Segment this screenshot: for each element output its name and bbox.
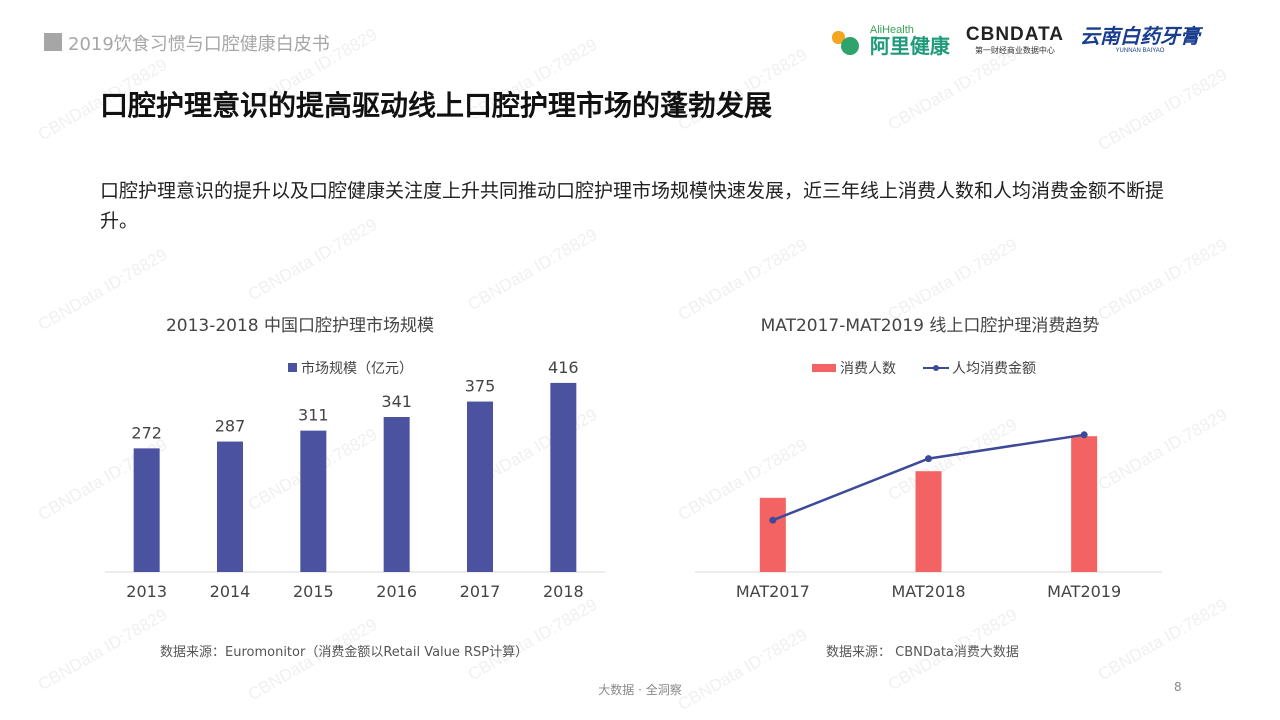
cbndata-logo: CBNDATA 第一财经商业数据中心 (966, 25, 1064, 55)
bar (915, 471, 942, 572)
legend-swatch (288, 363, 297, 372)
report-title: 2019饮食习惯与口腔健康白皮书 (68, 34, 330, 55)
bar (383, 417, 410, 572)
bar (550, 382, 577, 572)
cbndata-name-cn: 第一财经商业数据中心 (974, 46, 1055, 55)
data-label: 311 (298, 406, 329, 425)
legend-swatch-bar (812, 364, 836, 372)
legend-label: 人均消费金额 (952, 361, 1036, 377)
chart-title: MAT2017-MAT2019 线上口腔护理消费趋势 (761, 316, 1100, 336)
watermark-text: CBNData ID:78829 (1094, 64, 1231, 155)
data-label: 287 (215, 417, 246, 436)
watermark-text: CBNData ID:78829 (674, 624, 811, 715)
x-tick-label: 2018 (543, 582, 584, 600)
alihealth-name-cn: 阿里健康 (869, 33, 950, 58)
legend-swatch-marker (933, 365, 939, 371)
bar (759, 497, 786, 572)
x-tick-label: 2015 (293, 582, 334, 600)
cbndata-name-en: CBNDATA (965, 24, 1064, 45)
footer-slogan: 大数据 · 全洞察 (598, 683, 682, 697)
line-point (1080, 431, 1088, 439)
legend-label: 消费人数 (840, 361, 896, 377)
yunnan-baiyao-logo: 云南白药牙膏 YUNNAN BAIYAO (1080, 26, 1200, 54)
bar (217, 441, 243, 572)
logo-bar: AliHealth 阿里健康 CBNDATA 第一财经商业数据中心 云南白药牙膏… (830, 18, 1200, 62)
page-title: 口腔护理意识的提高驱动线上口腔护理市场的蓬勃发展 (100, 89, 773, 122)
page-description: 口腔护理意识的提升以及口腔健康关注度上升共同推动口腔护理市场规模快速发展，近三年… (100, 180, 1165, 232)
legend-label: 市场规模（亿元） (301, 360, 413, 377)
data-label: 272 (131, 423, 162, 442)
header-square-icon (44, 33, 62, 51)
x-tick-label: 2014 (210, 582, 251, 600)
data-label: 375 (465, 377, 496, 396)
alihealth-name-en: AliHealth (869, 23, 914, 36)
chart-title: 2013-2018 中国口腔护理市场规模 (166, 316, 434, 336)
x-tick-label: MAT2019 (1047, 582, 1121, 600)
yunnan-name-en: YUNNAN BAIYAO (1115, 48, 1165, 54)
bar (133, 448, 160, 572)
source-note-left: 数据来源：Euromonitor（消费金额以Retail Value RSP计算… (160, 645, 529, 660)
watermark-text: CBNData ID:78829 (464, 594, 601, 685)
x-tick-label: MAT2017 (736, 582, 810, 600)
x-tick-label: 2017 (460, 582, 501, 600)
line-point (769, 516, 777, 524)
yunnan-name-cn: 云南白药牙膏 (1080, 24, 1200, 48)
bar (467, 401, 493, 572)
alihealth-logo: AliHealth 阿里健康 (830, 23, 950, 57)
bar (1071, 436, 1098, 572)
source-note-right: 数据来源： CBNData消费大数据 (826, 645, 1019, 660)
x-tick-label: 2016 (376, 582, 417, 600)
bar (300, 430, 327, 572)
line-point (925, 455, 932, 463)
watermark-text: CBNData ID:78829 (1094, 594, 1231, 685)
x-tick-label: 2013 (126, 582, 167, 600)
page-number: 8 (1174, 680, 1182, 694)
data-label: 416 (548, 358, 579, 377)
data-label: 341 (381, 392, 412, 411)
x-tick-label: MAT2018 (892, 582, 966, 600)
alihealth-mark-icon (830, 23, 864, 57)
